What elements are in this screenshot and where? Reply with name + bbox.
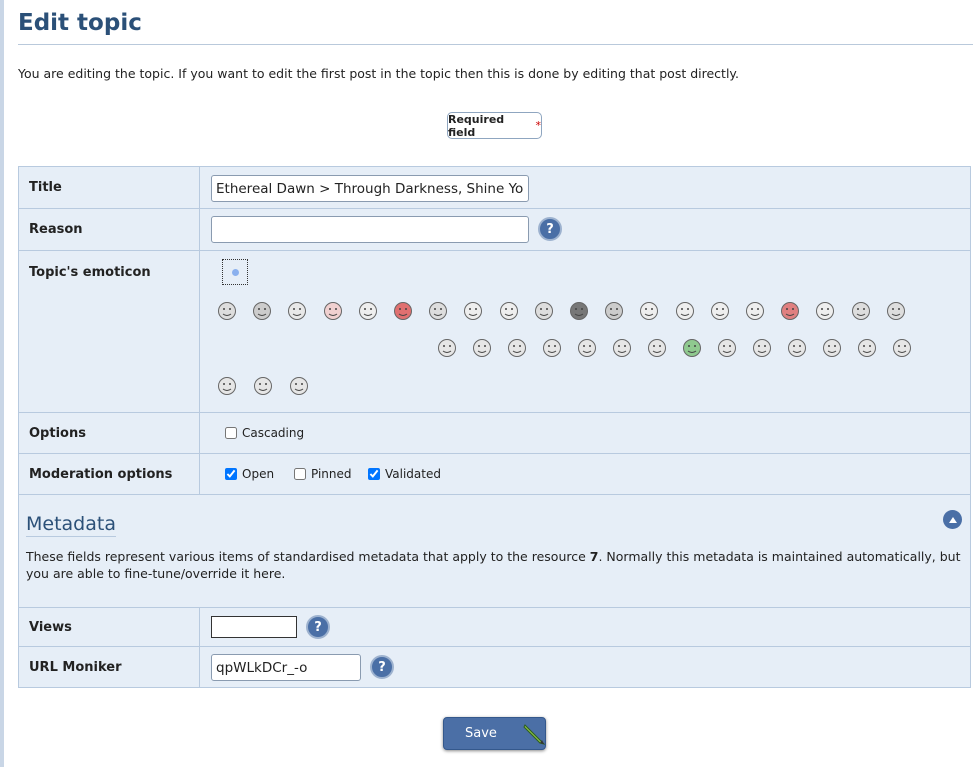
emoticon-option[interactable] (891, 337, 913, 359)
page-title: Edit topic (18, 10, 142, 36)
checkbox-field[interactable]: Validated (368, 467, 441, 481)
emoticon-option[interactable] (286, 300, 308, 322)
checkbox[interactable] (294, 468, 306, 480)
field-label: Views (19, 608, 200, 646)
checkbox-label: Validated (385, 467, 441, 481)
checkbox-field[interactable]: Open (225, 467, 274, 481)
emoticon-option[interactable] (681, 337, 703, 359)
moniker-row: URL Moniker ? (19, 647, 970, 687)
form-table: Title Reason ? Topic's emoticon Options … (18, 166, 971, 688)
emoticon-option[interactable] (821, 337, 843, 359)
emoticon-option[interactable] (541, 337, 563, 359)
help-icon[interactable]: ? (370, 655, 394, 679)
resource-id: 7 (589, 549, 599, 564)
emoticon-option[interactable] (744, 300, 766, 322)
required-note: Required field * (447, 112, 542, 139)
emoticon-picker (211, 251, 970, 412)
emoticon-option[interactable] (576, 337, 598, 359)
emoticon-option[interactable] (716, 337, 738, 359)
title-row: Title (19, 167, 970, 209)
emoticon-option[interactable] (392, 300, 414, 322)
views-row: Views ? (19, 608, 970, 647)
emoticon-option[interactable] (357, 300, 379, 322)
checkbox-field[interactable]: Pinned (294, 467, 352, 481)
save-button[interactable]: Save (443, 717, 546, 750)
required-marker: * (535, 119, 542, 132)
emoticon-option[interactable] (322, 300, 344, 322)
emoticon-option[interactable] (856, 337, 878, 359)
emoticon-option[interactable] (462, 300, 484, 322)
reason-row: Reason ? (19, 209, 970, 251)
emoticon-option[interactable] (288, 375, 310, 397)
emoticon-option[interactable] (506, 337, 528, 359)
checkbox[interactable] (225, 427, 237, 439)
emoticon-option[interactable] (709, 300, 731, 322)
emoticon-option[interactable] (216, 300, 238, 322)
section-heading: Metadata (26, 513, 116, 537)
emoticon-option[interactable] (427, 300, 449, 322)
reason-input[interactable] (211, 216, 529, 243)
collapse-button[interactable] (943, 510, 962, 529)
emoticon-option[interactable] (850, 300, 872, 322)
field-label: Options (19, 413, 200, 453)
emoticon-option[interactable] (611, 337, 633, 359)
desc-text: . Normally this metadata is maintained a… (26, 549, 961, 581)
emoticon-option[interactable] (216, 375, 238, 397)
emoticon-option[interactable] (251, 300, 273, 322)
emoticon-option[interactable] (533, 300, 555, 322)
emoticon-option[interactable] (814, 300, 836, 322)
emoticon-option[interactable] (568, 300, 590, 322)
emoticon-option[interactable] (646, 337, 668, 359)
checkbox-label: Open (242, 467, 275, 481)
emoticon-option[interactable] (786, 337, 808, 359)
moniker-input[interactable] (211, 654, 361, 681)
emoticon-option[interactable] (638, 300, 660, 322)
emoticon-row: Topic's emoticon (19, 251, 970, 413)
field-label: URL Moniker (19, 647, 200, 687)
desc-text: These fields represent various items of … (26, 549, 590, 564)
save-label: Save (465, 726, 497, 741)
field-label: Reason (19, 209, 200, 250)
emoticon-option[interactable] (436, 337, 458, 359)
field-label: Moderation options (19, 454, 200, 494)
moderation-row: Moderation options Open Pinned Validated (19, 454, 970, 495)
divider (18, 44, 973, 45)
emoticon-option[interactable] (885, 300, 907, 322)
checkbox[interactable] (368, 468, 380, 480)
selected-emoticon[interactable] (222, 259, 248, 285)
checkbox-label: Pinned (311, 467, 352, 481)
emoticon-option[interactable] (252, 375, 274, 397)
required-label: Required field (448, 112, 505, 139)
views-input[interactable] (211, 616, 297, 638)
emoticon-option[interactable] (498, 300, 520, 322)
help-icon[interactable]: ? (538, 217, 562, 241)
left-border (0, 0, 4, 767)
pencil-icon (523, 723, 545, 745)
checkbox-field[interactable]: Cascading (225, 426, 304, 440)
metadata-section: Metadata These fields represent various … (19, 495, 970, 608)
emoticon-option[interactable] (751, 337, 773, 359)
emoticon-option[interactable] (471, 337, 493, 359)
emoticon-option[interactable] (779, 300, 801, 322)
options-row: Options Cascading (19, 413, 970, 454)
title-input[interactable] (211, 175, 529, 202)
checkbox-label: Cascading (242, 426, 305, 440)
field-label: Title (19, 167, 200, 208)
checkbox[interactable] (225, 468, 237, 480)
intro-text: You are editing the topic. If you want t… (18, 66, 740, 81)
emoticon-option[interactable] (674, 300, 696, 322)
help-icon[interactable]: ? (306, 615, 330, 639)
section-description: These fields represent various items of … (26, 548, 961, 582)
emoticon-option[interactable] (603, 300, 625, 322)
field-label: Topic's emoticon (19, 251, 200, 412)
